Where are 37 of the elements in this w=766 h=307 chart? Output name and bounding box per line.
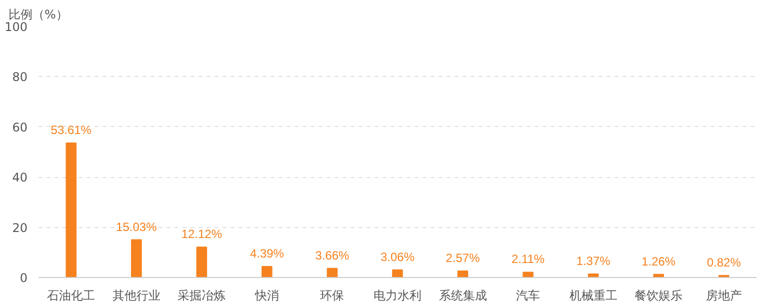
data-label: 1.26% [642, 254, 676, 268]
bar [392, 269, 403, 278]
x-tick-label: 机械重工 [569, 288, 618, 302]
y-tick-label: 100 [4, 20, 28, 34]
data-label: 3.06% [380, 250, 415, 264]
x-tick-label: 汽车 [516, 288, 540, 302]
data-label: 12.12% [181, 227, 222, 242]
y-tick-label: 20 [12, 220, 28, 235]
data-label: 53.61% [50, 122, 92, 137]
x-tick-label: 石油化工 [47, 288, 96, 302]
bar [131, 239, 142, 278]
data-label: 1.37% [576, 254, 611, 268]
data-label: 15.03% [116, 220, 158, 234]
y-tick-label: 0 [20, 271, 28, 285]
bar [522, 272, 534, 278]
data-label: 4.39% [250, 246, 284, 260]
bar [457, 270, 468, 278]
bar [196, 246, 208, 278]
x-tick-label: 餐饮娱乐 [634, 288, 683, 302]
x-tick-label: 房地产 [706, 288, 742, 302]
y-axis-title: 比例（%） [8, 8, 68, 22]
x-tick-label: 系统集成 [438, 288, 487, 302]
y-tick-label: 60 [12, 120, 28, 134]
bar [326, 268, 338, 278]
data-label: 0.82% [706, 255, 742, 270]
x-tick-label: 环保 [320, 288, 344, 302]
x-tick-label: 电力水利 [374, 288, 422, 302]
y-tick-label: 80 [12, 70, 28, 84]
data-label: 2.11% [511, 252, 545, 266]
data-label: 2.57% [446, 251, 480, 266]
x-tick-label: 其他行业 [112, 288, 160, 302]
x-tick-label: 采掘冶炼 [178, 288, 226, 302]
data-label: 3.66% [315, 248, 350, 262]
x-tick-label: 快消 [254, 288, 279, 302]
bar [66, 142, 77, 278]
bar [262, 266, 272, 278]
y-tick-label: 40 [12, 170, 28, 185]
